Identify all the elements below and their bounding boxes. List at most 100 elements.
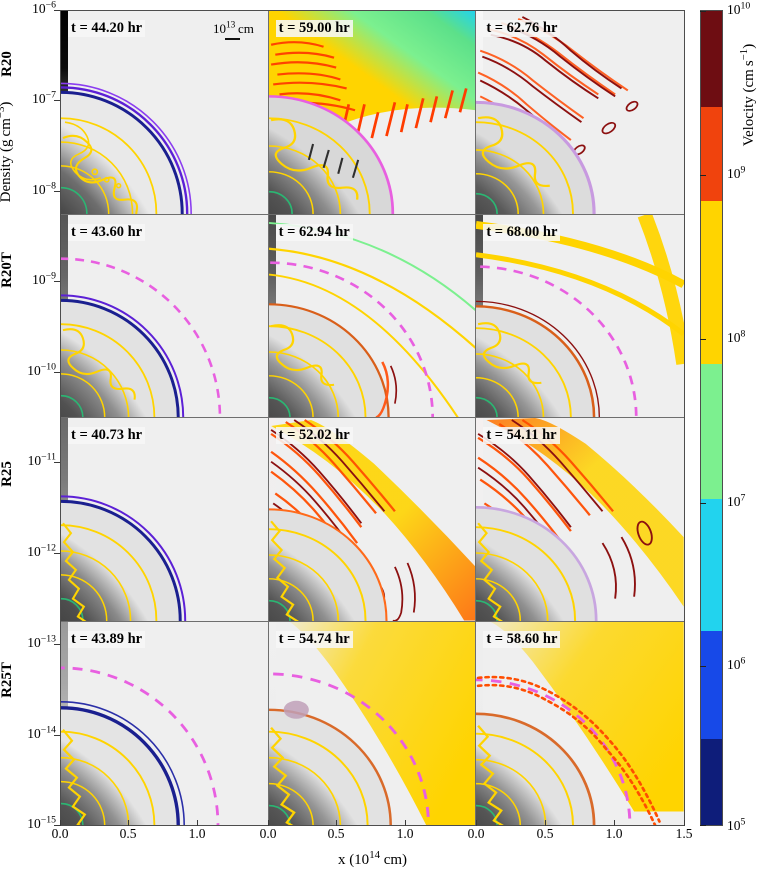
density-edge-ramp [61, 621, 68, 825]
panel-r20t-t2[interactable]: t = 62.94 hr [268, 214, 477, 418]
panel-r20t-t3[interactable]: t = 68.00 hr [476, 214, 684, 418]
colorbar-tickmark [700, 11, 706, 12]
timestamp-label: t = 59.00 hr [275, 20, 353, 37]
colorbar-tick-1e10: 1010 [727, 0, 751, 17]
y-tickmark [54, 281, 60, 282]
x-tickmark [197, 820, 198, 826]
density-edge-ramp [61, 418, 68, 621]
y-tickmark [54, 644, 60, 645]
velocity-field [268, 221, 476, 417]
row-label-r20t: R20T [0, 252, 15, 288]
x-tick: 0.5 [327, 826, 345, 841]
colorbar-segment-dark-red [701, 11, 722, 108]
colorbar-segment-green [701, 364, 722, 500]
timestamp-label: t = 58.60 hr [483, 630, 561, 648]
ejecta-structure [61, 82, 192, 214]
panel-r20t-t1[interactable]: t = 43.60 hr [61, 214, 269, 418]
ejecta-structure [61, 666, 220, 825]
colorbar-segment-orange [701, 107, 722, 202]
density-edge-ramp [268, 214, 276, 417]
panel-r25-t3[interactable]: t = 54.11 hr [476, 418, 684, 622]
panel-r25t-t2[interactable]: t = 54.74 hr [268, 621, 477, 825]
x-tickmark [268, 820, 269, 826]
timestamp-label: t = 62.94 hr [275, 223, 353, 241]
ejecta-structure [61, 495, 187, 621]
timestamp-label: t = 54.11 hr [483, 427, 560, 444]
x-tickmark [336, 820, 337, 826]
velocity-field [476, 16, 639, 214]
panel-r25-t2[interactable]: t = 52.02 hr [268, 418, 477, 622]
timestamp-label: t = 68.00 hr [483, 223, 561, 241]
ejecta-structure [61, 256, 222, 417]
velocity-field [476, 621, 684, 825]
colorbar-tick-1e7: 107 [727, 492, 746, 509]
colorbar-segment-cyan [701, 499, 722, 632]
density-edge-ramp [268, 621, 276, 825]
x-tick: 0.0 [259, 826, 277, 841]
panel-r25t-t1[interactable]: t = 43.89 hr [61, 621, 269, 825]
timestamp-label: t = 54.74 hr [275, 630, 353, 648]
density-edge-ramp [476, 621, 484, 825]
x-tick: 0.0 [467, 826, 485, 841]
panel-r20-t3[interactable]: t = 62.76 hr [476, 11, 684, 215]
y-tickmark [54, 462, 60, 463]
y-tickmark [54, 735, 60, 736]
velocity-colorbar[interactable] [700, 10, 723, 826]
density-edge-ramp [61, 214, 68, 417]
x-tick: 0.0 [51, 826, 69, 841]
panel-r25-t1[interactable]: t = 40.73 hr [61, 418, 269, 622]
velocity-field [268, 621, 476, 825]
panel-r20-t2[interactable]: t = 59.00 hr [268, 11, 477, 215]
panel-r25t-t3[interactable]: t = 58.60 hr [476, 621, 684, 825]
x-tick: 1.0 [188, 826, 206, 841]
colorbar-tickmark [700, 825, 706, 826]
colorbar-segment-yellow [701, 201, 722, 365]
x-tick: 0.5 [119, 826, 137, 841]
timestamp-label: t = 52.02 hr [275, 427, 353, 444]
density-edge-ramp [476, 11, 484, 214]
velocity-field [268, 419, 476, 621]
density-edge-ramp [268, 418, 276, 621]
colorbar-tickmark [700, 175, 706, 176]
colorbar-tickmark [700, 503, 706, 504]
x-tickmark [614, 820, 615, 826]
colorbar-tick-1e9: 109 [727, 164, 746, 181]
velocity-field [476, 214, 684, 417]
colorbar-axis-label: Velocity (cm s−1) [738, 43, 757, 147]
colorbar-tickmark [700, 339, 706, 340]
x-tickmark [60, 820, 61, 826]
panel-grid: t = 44.20 hr 1013 cm [60, 10, 685, 826]
timestamp-label: t = 62.76 hr [483, 20, 561, 37]
velocity-field [476, 418, 684, 621]
x-axis-label: x (1014 cm) [337, 849, 408, 868]
colorbar-segment-navy [701, 739, 722, 825]
colorbar-tickmark [700, 666, 706, 667]
timestamp-label: t = 43.60 hr [68, 223, 146, 241]
x-tickmark [476, 820, 477, 826]
y-tickmark [54, 553, 60, 554]
y-tickmark [54, 100, 60, 101]
density-edge-ramp [476, 214, 484, 417]
timestamp-label: t = 40.73 hr [68, 427, 146, 444]
colorbar-tick-1e6: 106 [727, 655, 746, 672]
x-tick: 1.5 [675, 826, 693, 841]
colorbar-segment-blue [701, 631, 722, 740]
density-edge-ramp [476, 418, 484, 621]
x-tickmark [128, 820, 129, 826]
x-tick: 0.5 [536, 826, 554, 841]
y-tickmark [54, 10, 60, 11]
density-edge-ramp [268, 11, 276, 214]
velocity-field [268, 11, 476, 214]
row-label-r25: R25 [0, 461, 15, 487]
y-tickmark [54, 372, 60, 373]
x-tick: 1.0 [605, 826, 623, 841]
colorbar-tick-1e8: 108 [727, 328, 746, 345]
colorbar-tick-1e5: 105 [727, 816, 746, 833]
x-tick: 1.0 [396, 826, 414, 841]
y-tickmark [54, 825, 60, 826]
panel-r20-t1[interactable]: t = 44.20 hr 1013 cm [61, 11, 269, 215]
y-tickmark [54, 191, 60, 192]
timestamp-label: t = 43.89 hr [68, 630, 146, 648]
scalebar-annotation: 1013 cm [213, 21, 254, 40]
